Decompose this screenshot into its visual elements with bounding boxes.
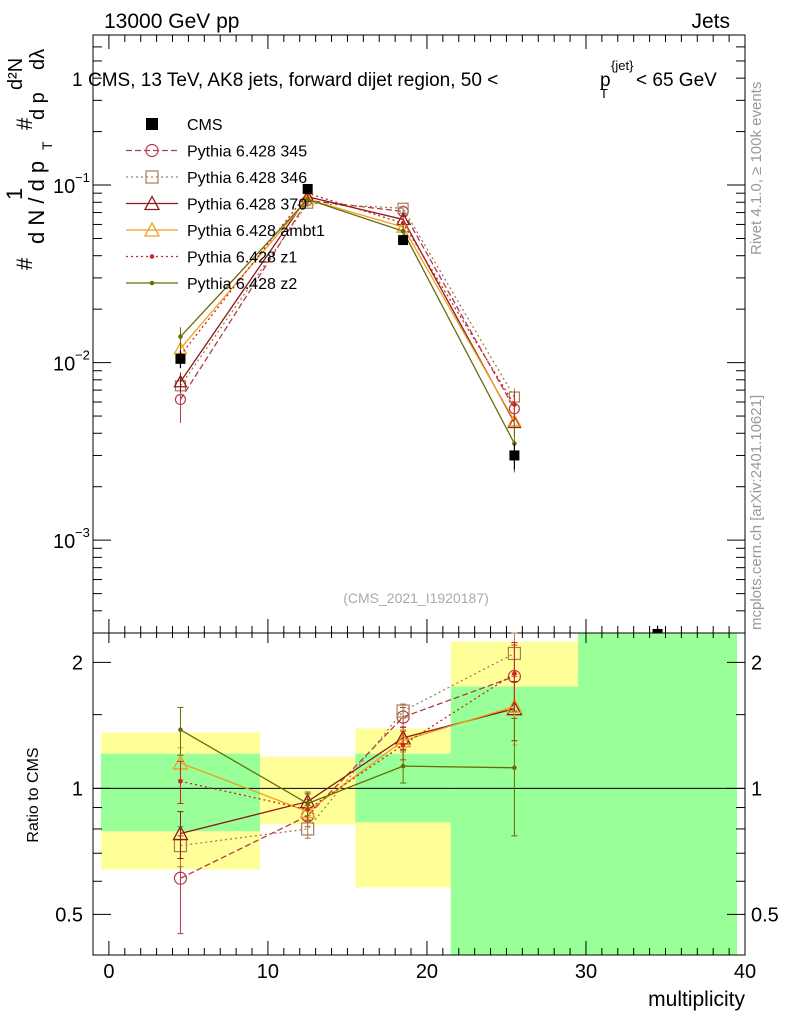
series-point-ratio-4: [400, 742, 406, 748]
y-tick-label-main-base: 10: [53, 354, 75, 376]
title-stray-digit: 1: [72, 70, 83, 91]
ratio-y-axis-label: Ratio to CMS: [25, 747, 42, 842]
title-sup: {jet}: [611, 58, 634, 73]
title-p: p: [600, 70, 611, 91]
legend: CMS Pythia 6.428 345 Pythia 6.428 346 Pythi…: [126, 117, 325, 293]
series-point-ratio-1: [396, 704, 410, 718]
x-tick-label: 0: [103, 961, 114, 983]
series-point-ratio-0: [173, 871, 188, 885]
legend-marker-5: [149, 254, 155, 259]
series-point-ratio-5: [400, 763, 406, 769]
data-point: [652, 629, 663, 633]
y-tick-label-ratio-right: 1: [751, 778, 762, 800]
chart-text: (CMS_2021_I1920187) multiplicity Ratio t…: [25, 590, 745, 1011]
x-tick-label: 30: [575, 961, 597, 983]
side-label-rivet: Rivet 4.1.0, ≥ 100k events: [748, 81, 765, 255]
ylabel-hash-2: #: [12, 117, 37, 130]
title-sub: T: [600, 86, 608, 101]
legend-marker-cms: [146, 118, 158, 130]
series-line-main-1: [179, 202, 515, 398]
series-point-ratio-4: [512, 671, 517, 676]
data-point: [509, 450, 520, 461]
series-point-ratio-4: [178, 778, 183, 784]
legend-marker-3: [143, 195, 161, 211]
series-point-main-5: [305, 197, 310, 202]
cms-data: [175, 184, 663, 633]
series-point-ratio-2: [172, 825, 189, 841]
series-point-ratio-5: [178, 727, 183, 733]
x-tick-label: 40: [734, 961, 756, 983]
y-tick-label-ratio: 0.5: [55, 904, 83, 926]
ylabel-d2N: d²N: [5, 58, 27, 90]
legend-marker-6: [149, 280, 155, 286]
legend-marker-4: [143, 221, 161, 237]
plot-frames: [92, 34, 746, 956]
chart-title: 1 CMS, 13 TeV, AK8 jets, forward dijet r…: [72, 58, 717, 101]
ylabel-one: 1: [2, 188, 27, 200]
legend-label-5: Pythia 6.428 z1: [187, 250, 297, 267]
data-point: [302, 184, 313, 195]
data-point: [175, 353, 186, 364]
series-line-main-4: [179, 192, 515, 405]
series-line-ratio-5: [180, 729, 515, 805]
series-line-ratio-3: [180, 705, 515, 813]
series-point-main-5: [400, 228, 406, 234]
ylabel-T: T: [39, 141, 55, 150]
legend-label-2: Pythia 6.428 346: [187, 170, 307, 187]
series-point-main-2: [173, 374, 188, 388]
y-tick-label-ratio-right: 2: [751, 652, 762, 674]
main-y-axis-label: # 1 d N / d p T # d²N d p dλ: [2, 49, 55, 270]
y-tick-label-main-base: 10: [53, 531, 75, 553]
legend-label-3: Pythia 6.428 370: [187, 197, 307, 214]
header-right: Jets: [691, 10, 730, 33]
legend-marker-2: [145, 170, 159, 184]
ratio-bands: [100, 633, 738, 955]
legend-label-4: Pythia 6.428 ambt1: [187, 223, 325, 240]
series-line-main-5: [179, 198, 515, 444]
y-tick-label-main-exp: −2: [75, 348, 90, 363]
side-label-mcplots: mcplots.cern.ch [arXiv:2401.10621]: [748, 394, 765, 630]
legend-marker-1: [145, 143, 159, 158]
y-tick-label-main-exp: −1: [75, 170, 90, 185]
series-point-ratio-3: [506, 697, 523, 713]
ylabel-hash-1: #: [12, 257, 37, 270]
data-point: [398, 235, 409, 246]
watermark: (CMS_2021_I1920187): [343, 590, 489, 606]
series-point-ratio-1: [301, 822, 315, 836]
series-line-ratio-4: [180, 673, 515, 811]
series-point-main-4: [400, 220, 406, 226]
ylabel-dN: d N / d p: [24, 161, 49, 244]
mc-series: [172, 188, 523, 935]
band-stat-4: [578, 633, 738, 955]
ylabel-dpT: d p: [27, 92, 49, 120]
x-tick-label: 20: [416, 961, 438, 983]
ratio-frame: [92, 632, 746, 956]
y-tick-label-ratio: 2: [72, 652, 83, 674]
header-left: 13000 GeV pp: [104, 10, 240, 33]
series-point-main-4: [512, 402, 517, 407]
series-line-main-3: [179, 198, 515, 422]
series-point-ratio-5: [512, 765, 517, 771]
series-line-ratio-0: [180, 675, 515, 879]
legend-label-0: CMS: [187, 117, 223, 134]
series-point-ratio-5: [305, 801, 310, 806]
legend-label-6: Pythia 6.428 z2: [187, 276, 297, 293]
title-suffix: < 65 GeV: [636, 70, 717, 91]
ylabel-dlambda: dλ: [27, 49, 49, 70]
x-tick-label: 10: [257, 961, 279, 983]
y-tick-label-ratio: 1: [72, 778, 83, 800]
legend-label-1: Pythia 6.428 345: [187, 144, 307, 161]
title-prefix: CMS, 13 TeV, AK8 jets, forward dijet reg…: [88, 70, 498, 91]
y-tick-label-ratio-right: 0.5: [751, 904, 779, 926]
x-axis-label: multiplicity: [648, 988, 745, 1011]
y-tick-label-main-base: 10: [53, 176, 75, 198]
series-point-main-5: [178, 334, 183, 339]
y-tick-label-main-exp: −3: [75, 525, 90, 540]
